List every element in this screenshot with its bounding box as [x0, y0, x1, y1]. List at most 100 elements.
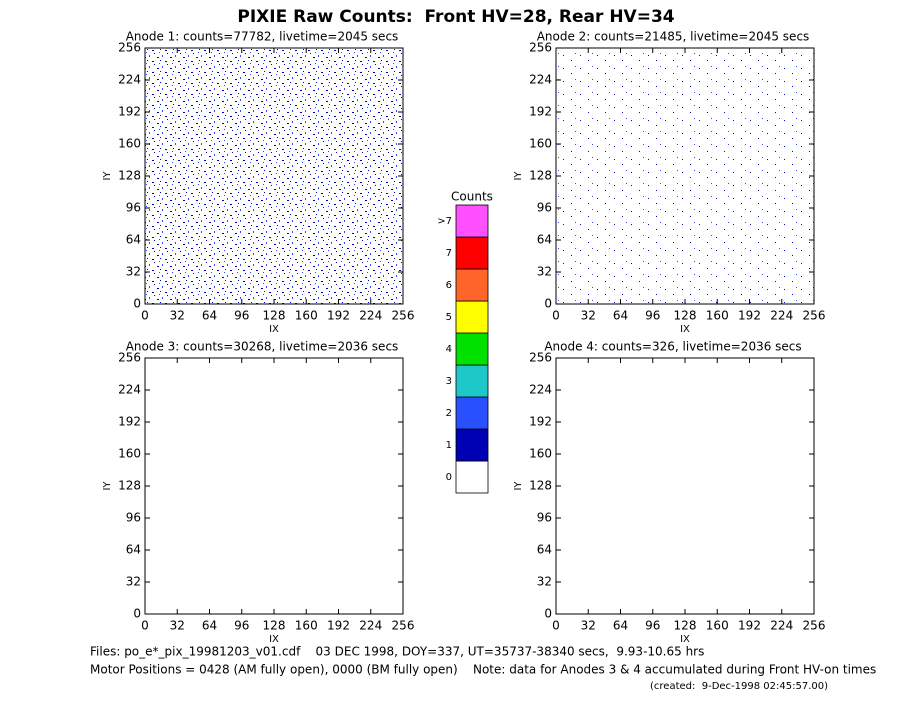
files-note: Files: po_e*_pix_19981203_v01.cdf 03 DEC…	[90, 645, 704, 659]
y-tick-label: 256	[118, 351, 141, 365]
x-tick-label: 256	[392, 619, 415, 633]
y-tick-label: 32	[126, 575, 141, 589]
y-tick-label: 0	[133, 297, 141, 311]
x-tick-label: 224	[770, 619, 793, 633]
y-tick-label: 160	[529, 447, 552, 461]
y-tick-label: 160	[118, 447, 141, 461]
y-tick-label: 224	[118, 383, 141, 397]
y-tick-label: 128	[529, 169, 552, 183]
y-tick-label: 64	[126, 543, 141, 557]
x-tick-label: 256	[803, 309, 826, 323]
colorbar-swatch	[455, 204, 489, 238]
y-tick-label: 160	[118, 137, 141, 151]
created-note: (created: 9-Dec-1998 02:45:57.00)	[650, 681, 828, 692]
x-tick-label: 160	[706, 309, 729, 323]
image-area	[555, 357, 815, 615]
x-tick-label: 160	[295, 619, 318, 633]
colorbar-swatch	[455, 236, 489, 270]
x-tick-label: 128	[263, 309, 286, 323]
x-tick-label: 96	[645, 309, 660, 323]
y-tick-label: 256	[118, 41, 141, 55]
y-tick-label: 192	[118, 105, 141, 119]
y-tick-label: 0	[544, 297, 552, 311]
x-tick-label: 64	[202, 309, 217, 323]
x-axis-label: IX	[269, 324, 279, 335]
x-tick-label: 0	[141, 309, 149, 323]
panel-title: Anode 3: counts=30268, livetime=2036 sec…	[126, 340, 399, 354]
y-tick-label: 224	[118, 73, 141, 87]
colorbar-swatch	[455, 300, 489, 334]
x-tick-label: 96	[645, 619, 660, 633]
y-tick-label: 64	[126, 233, 141, 247]
y-tick-label: 96	[537, 201, 552, 215]
x-tick-label: 64	[613, 309, 628, 323]
x-tick-label: 160	[706, 619, 729, 633]
y-axis-label: IY	[102, 171, 113, 181]
y-tick-label: 96	[537, 511, 552, 525]
y-tick-label: 128	[529, 479, 552, 493]
x-tick-label: 32	[581, 619, 596, 633]
x-tick-label: 192	[327, 619, 350, 633]
colorbar-label: >7	[437, 216, 452, 227]
x-tick-label: 0	[141, 619, 149, 633]
x-tick-label: 64	[613, 619, 628, 633]
y-axis-label: IY	[513, 481, 524, 491]
x-tick-label: 256	[803, 619, 826, 633]
x-tick-label: 192	[738, 619, 761, 633]
x-tick-label: 96	[234, 309, 249, 323]
x-tick-label: 160	[295, 309, 318, 323]
x-tick-label: 224	[359, 619, 382, 633]
x-tick-label: 0	[552, 619, 560, 633]
y-tick-label: 128	[118, 479, 141, 493]
colorbar-label: 1	[446, 440, 452, 451]
y-tick-label: 0	[544, 607, 552, 621]
x-tick-label: 192	[738, 309, 761, 323]
x-tick-label: 128	[674, 309, 697, 323]
y-tick-label: 160	[529, 137, 552, 151]
x-axis-label: IX	[680, 324, 690, 335]
y-tick-label: 64	[537, 543, 552, 557]
y-tick-label: 192	[529, 105, 552, 119]
y-tick-label: 192	[118, 415, 141, 429]
colorbar-swatch	[455, 332, 489, 366]
panel-title: Anode 2: counts=21485, livetime=2045 sec…	[537, 30, 810, 44]
y-axis-label: IY	[513, 171, 524, 181]
image-area	[144, 47, 404, 305]
panel-title: Anode 4: counts=326, livetime=2036 secs	[544, 340, 801, 354]
x-tick-label: 224	[359, 309, 382, 323]
y-tick-label: 256	[529, 351, 552, 365]
x-axis-label: IX	[680, 634, 690, 645]
x-tick-label: 32	[581, 309, 596, 323]
y-tick-label: 0	[133, 607, 141, 621]
x-axis-label: IX	[269, 634, 279, 645]
x-tick-label: 64	[202, 619, 217, 633]
colorbar-swatch	[455, 460, 489, 494]
y-tick-label: 64	[537, 233, 552, 247]
y-axis-label: IY	[102, 481, 113, 491]
x-tick-label: 224	[770, 309, 793, 323]
x-tick-label: 128	[674, 619, 697, 633]
colorbar-label: 0	[446, 472, 452, 483]
colorbar-label: 7	[446, 248, 452, 259]
x-tick-label: 0	[552, 309, 560, 323]
x-tick-label: 256	[392, 309, 415, 323]
colorbar-label: 2	[446, 408, 452, 419]
x-tick-label: 32	[170, 309, 185, 323]
y-tick-label: 96	[126, 511, 141, 525]
x-tick-label: 128	[263, 619, 286, 633]
y-tick-label: 32	[537, 265, 552, 279]
colorbar-label: 3	[446, 376, 452, 387]
colorbar-label: 4	[446, 344, 452, 355]
y-tick-label: 224	[529, 73, 552, 87]
colorbar-label: 6	[446, 280, 452, 291]
panel-title: Anode 1: counts=77782, livetime=2045 sec…	[126, 30, 399, 44]
colorbar-swatch	[455, 268, 489, 302]
y-tick-label: 96	[126, 201, 141, 215]
image-area	[144, 357, 404, 615]
figure-title: PIXIE Raw Counts: Front HV=28, Rear HV=3…	[237, 7, 674, 27]
colorbar-label: 5	[446, 312, 452, 323]
image-area	[555, 47, 815, 305]
y-tick-label: 192	[529, 415, 552, 429]
colorbar-swatch	[455, 396, 489, 430]
